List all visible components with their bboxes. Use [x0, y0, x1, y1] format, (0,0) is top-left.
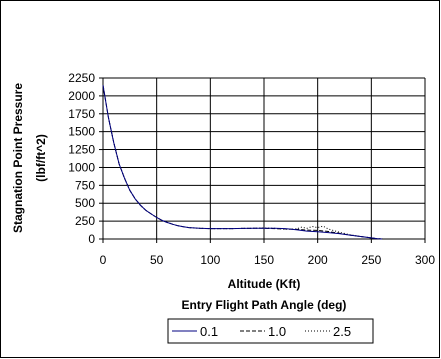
- y-tick-label: 1750: [68, 107, 95, 121]
- y-tick-label: 500: [75, 196, 95, 210]
- y-tick-label: 1250: [68, 143, 95, 157]
- y-tick-label: 0: [88, 232, 95, 246]
- x-axis-ticks: 0 50 100 150 200 250 300: [100, 239, 435, 267]
- series-line-2-5: [102, 85, 385, 240]
- x-axis-title: Altitude (Kft): [228, 277, 301, 291]
- legend-label-1-0: 1.0: [268, 324, 286, 339]
- y-tick-label: 250: [75, 214, 95, 228]
- y-tick-label: 750: [75, 178, 95, 192]
- x-tick-label: 150: [254, 253, 274, 267]
- x-tick-label: 50: [150, 253, 164, 267]
- y-tick-label: 1000: [68, 160, 95, 174]
- legend-box: [167, 318, 374, 344]
- y-axis-title-line2: (lbf/ft^2): [34, 134, 48, 182]
- legend: 0.1 1.0 2.5: [167, 318, 374, 344]
- series-line-1-0: [102, 85, 383, 240]
- series-line-0-1: [102, 85, 383, 240]
- x-tick-label: 250: [361, 253, 381, 267]
- y-axis-ticks: 0 250 500 750 1000 1250 1500 1750 2000 2250: [68, 71, 103, 246]
- series-group: [102, 85, 385, 240]
- y-tick-label: 2250: [68, 71, 95, 85]
- y-tick-label: 2000: [68, 89, 95, 103]
- legend-label-2-5: 2.5: [333, 324, 351, 339]
- legend-label-0-1: 0.1: [200, 324, 218, 339]
- x-axis-title-line2: Entry Flight Path Angle (deg): [182, 298, 347, 312]
- grid: [103, 77, 426, 239]
- y-axis-title: Stagnation Point Pressure: [11, 83, 25, 233]
- x-tick-label: 200: [308, 253, 328, 267]
- x-tick-label: 100: [200, 253, 220, 267]
- x-tick-label: 300: [415, 253, 435, 267]
- y-tick-label: 1500: [68, 125, 95, 139]
- x-tick-label: 0: [100, 253, 107, 267]
